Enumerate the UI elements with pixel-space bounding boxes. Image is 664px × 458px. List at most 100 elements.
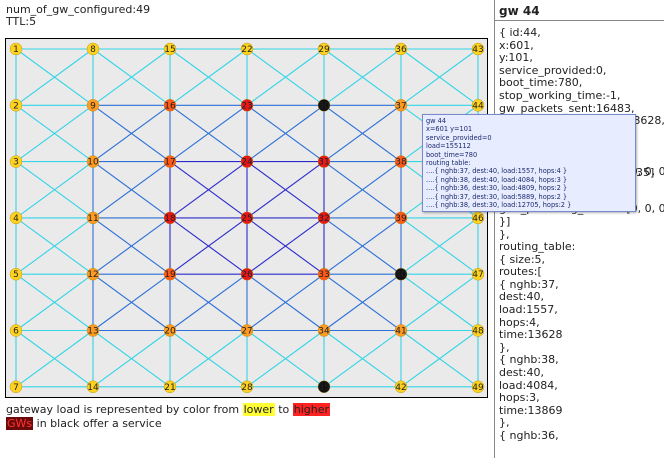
gateway-node-marker[interactable] (471, 42, 485, 56)
gateway-node-marker[interactable] (9, 324, 23, 337)
gateway-node[interactable]: 22 (240, 42, 254, 56)
gateway-node[interactable]: 46 (471, 211, 485, 225)
gateway-node[interactable]: 15 (163, 42, 177, 56)
gateway-node-marker[interactable] (317, 267, 331, 281)
gateway-detail-panel[interactable]: gw 44 { id:44, x:601, y:101, service_provid… (494, 0, 664, 458)
gateway-node[interactable]: 11 (86, 211, 100, 225)
gateway-node[interactable]: 37 (394, 99, 408, 112)
gateway-node[interactable]: 18 (163, 211, 177, 225)
gateway-node-marker[interactable] (394, 267, 408, 281)
gateway-grid[interactable]: 1815222936432916233037443101724313845411… (5, 38, 488, 398)
gateway-node-marker[interactable] (9, 211, 23, 225)
gateway-node[interactable]: 13 (86, 324, 100, 337)
gateway-node-marker[interactable] (240, 99, 254, 112)
gateway-node-marker[interactable] (163, 42, 177, 56)
gateway-node-marker[interactable] (163, 267, 177, 281)
gateway-node-marker[interactable] (240, 155, 254, 168)
gateway-node[interactable]: 29 (317, 42, 331, 56)
gateway-node-marker[interactable] (317, 42, 331, 56)
gateway-node[interactable]: 39 (394, 211, 408, 225)
gateway-node-marker[interactable] (163, 211, 177, 225)
gateway-node-marker[interactable] (394, 211, 408, 225)
gateway-node[interactable]: 2 (9, 99, 23, 112)
gateway-node-marker[interactable] (317, 380, 331, 393)
gateway-node-marker[interactable] (163, 99, 177, 112)
gateway-node-marker[interactable] (9, 155, 23, 168)
gateway-node[interactable]: 42 (394, 380, 408, 393)
gateway-node-marker[interactable] (86, 99, 100, 112)
gateway-node-marker[interactable] (471, 324, 485, 337)
gateway-node-marker[interactable] (394, 324, 408, 337)
gateway-node[interactable]: 23 (240, 99, 254, 112)
gateway-node[interactable]: 33 (317, 267, 331, 281)
gateway-node[interactable]: 9 (86, 99, 100, 112)
gateway-node-marker[interactable] (394, 99, 408, 112)
gateway-node[interactable]: 6 (9, 324, 23, 337)
gateway-node-marker[interactable] (240, 42, 254, 56)
gateway-node[interactable]: 8 (86, 42, 100, 56)
gateway-node[interactable]: 31 (317, 155, 331, 168)
gateway-node[interactable]: 48 (471, 324, 485, 337)
gateway-node-marker[interactable] (317, 211, 331, 225)
gateway-node[interactable]: 17 (163, 155, 177, 168)
gateway-node-marker[interactable] (394, 155, 408, 168)
gateway-node[interactable]: 21 (163, 380, 177, 393)
gateway-node-marker[interactable] (240, 380, 254, 393)
gateway-node-marker[interactable] (163, 380, 177, 393)
gateway-detail-line: { nghb:36, (499, 429, 559, 442)
gateway-node[interactable]: 27 (240, 324, 254, 337)
gateway-node[interactable]: 43 (471, 42, 485, 56)
gateway-node[interactable]: 40 (394, 267, 408, 281)
gateway-node[interactable]: 12 (86, 267, 100, 281)
gateway-node-marker[interactable] (240, 324, 254, 337)
gateway-node-marker[interactable] (86, 42, 100, 56)
gateway-node[interactable]: 26 (240, 267, 254, 281)
gateway-node[interactable]: 49 (471, 380, 485, 393)
gateway-node[interactable]: 1 (9, 42, 23, 56)
gateway-node-marker[interactable] (163, 155, 177, 168)
gateway-node-marker[interactable] (86, 211, 100, 225)
gateway-node-marker[interactable] (9, 99, 23, 112)
gateway-node[interactable]: 19 (163, 267, 177, 281)
gateway-node-marker[interactable] (394, 42, 408, 56)
gateway-node-marker[interactable] (317, 99, 331, 112)
gateway-node-marker[interactable] (9, 42, 23, 56)
gateway-node[interactable]: 30 (317, 99, 331, 112)
gateway-node-marker[interactable] (86, 324, 100, 337)
gateway-node[interactable]: 32 (317, 211, 331, 225)
gateway-node-marker[interactable] (163, 324, 177, 337)
gateway-node-marker[interactable] (471, 99, 485, 112)
gateway-node-marker[interactable] (394, 380, 408, 393)
gateway-node-marker[interactable] (471, 380, 485, 393)
gateway-node[interactable]: 24 (240, 155, 254, 168)
gateway-node-marker[interactable] (86, 267, 100, 281)
gateway-node[interactable]: 14 (86, 380, 100, 393)
gateway-node-marker[interactable] (9, 380, 23, 393)
gateway-node[interactable]: 36 (394, 42, 408, 56)
gateway-node[interactable]: 16 (163, 99, 177, 112)
gateway-node[interactable]: 41 (394, 324, 408, 337)
gateway-node-marker[interactable] (86, 380, 100, 393)
gateway-node[interactable]: 47 (471, 267, 485, 281)
gateway-node-marker[interactable] (9, 267, 23, 281)
gateway-node[interactable]: 20 (163, 324, 177, 337)
gateway-node[interactable]: 7 (9, 380, 23, 393)
gateway-node[interactable]: 10 (86, 155, 100, 168)
gateway-node-marker[interactable] (317, 324, 331, 337)
gateway-node[interactable]: 25 (240, 211, 254, 225)
gateway-node-marker[interactable] (471, 267, 485, 281)
gateway-mesh-graph[interactable]: 1815222936432916233037443101724313845411… (6, 39, 487, 397)
gateway-node-marker[interactable] (240, 211, 254, 225)
gateway-node[interactable]: 3 (9, 155, 23, 168)
gateway-node[interactable]: 5 (9, 267, 23, 281)
mesh-link (400, 330, 479, 388)
gateway-node[interactable]: 44 (471, 99, 485, 112)
gateway-node-marker[interactable] (240, 267, 254, 281)
gateway-node[interactable]: 4 (9, 211, 23, 225)
gateway-node[interactable]: 35 (317, 380, 331, 393)
gateway-node-marker[interactable] (86, 155, 100, 168)
gateway-node[interactable]: 28 (240, 380, 254, 393)
gateway-node-marker[interactable] (317, 155, 331, 168)
gateway-node[interactable]: 38 (394, 155, 408, 168)
gateway-node[interactable]: 34 (317, 324, 331, 337)
